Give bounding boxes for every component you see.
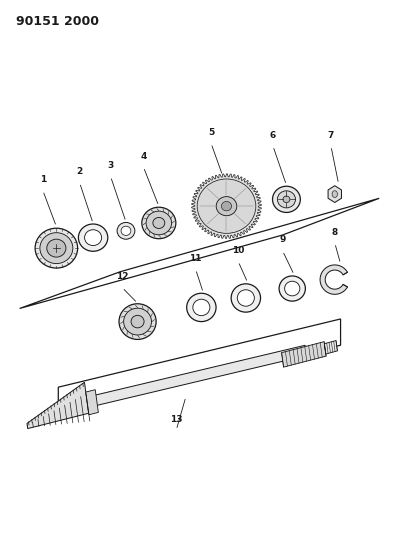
Text: 6: 6: [270, 131, 276, 140]
Ellipse shape: [85, 230, 102, 246]
Text: 2: 2: [77, 167, 83, 176]
Ellipse shape: [146, 211, 171, 235]
Polygon shape: [320, 265, 348, 294]
Ellipse shape: [273, 186, 300, 213]
Text: 3: 3: [107, 161, 114, 170]
Ellipse shape: [117, 222, 135, 239]
Ellipse shape: [47, 239, 66, 257]
Text: 5: 5: [208, 128, 214, 137]
Polygon shape: [86, 390, 98, 415]
Ellipse shape: [231, 284, 261, 312]
Text: 90151 2000: 90151 2000: [16, 15, 99, 28]
Ellipse shape: [279, 276, 305, 301]
Polygon shape: [192, 174, 261, 238]
Ellipse shape: [40, 233, 73, 264]
Ellipse shape: [216, 197, 237, 216]
Text: 9: 9: [279, 236, 286, 245]
Ellipse shape: [277, 191, 295, 208]
Text: 11: 11: [189, 254, 202, 263]
Ellipse shape: [285, 281, 300, 296]
Text: 4: 4: [140, 151, 147, 160]
Ellipse shape: [78, 224, 108, 251]
Ellipse shape: [153, 217, 165, 229]
Text: 10: 10: [232, 246, 244, 255]
Ellipse shape: [193, 299, 210, 316]
Ellipse shape: [283, 196, 290, 203]
Ellipse shape: [187, 293, 216, 321]
Polygon shape: [88, 345, 307, 407]
Text: 7: 7: [328, 131, 334, 140]
Ellipse shape: [35, 228, 78, 268]
Text: 8: 8: [332, 228, 338, 237]
Polygon shape: [27, 382, 89, 429]
Ellipse shape: [332, 191, 337, 197]
Ellipse shape: [237, 290, 254, 306]
Polygon shape: [328, 185, 341, 203]
Polygon shape: [324, 341, 337, 354]
Ellipse shape: [121, 226, 131, 236]
Text: 12: 12: [116, 272, 128, 281]
Ellipse shape: [142, 207, 176, 239]
Ellipse shape: [222, 201, 231, 211]
Text: 13: 13: [170, 415, 182, 424]
Ellipse shape: [119, 304, 156, 340]
Ellipse shape: [197, 179, 256, 233]
Text: 1: 1: [40, 175, 46, 184]
Polygon shape: [282, 342, 326, 367]
Ellipse shape: [124, 308, 152, 335]
Ellipse shape: [131, 316, 144, 328]
